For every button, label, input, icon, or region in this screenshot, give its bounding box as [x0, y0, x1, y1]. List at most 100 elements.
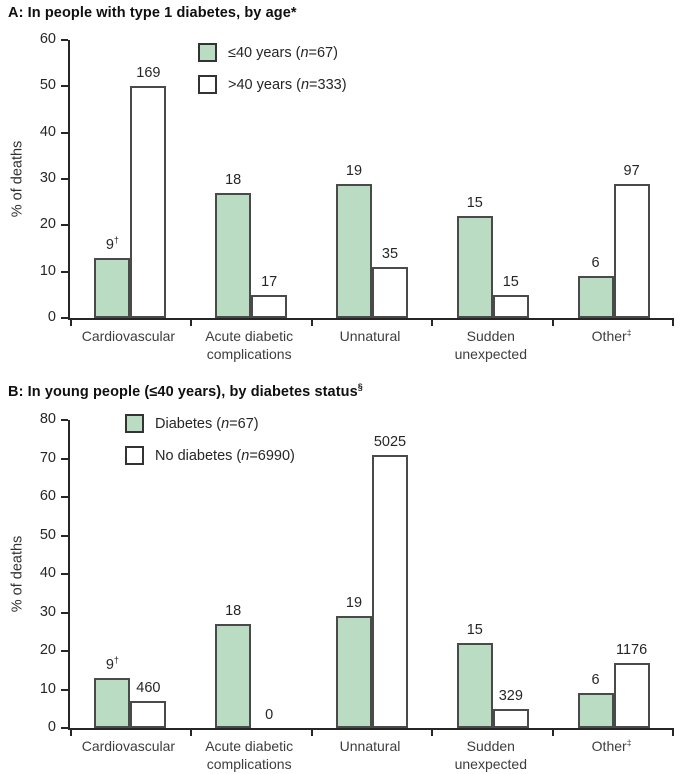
x-tick — [70, 320, 72, 326]
y-tick — [61, 39, 68, 41]
legend-label: Diabetes (n=67) — [155, 415, 259, 432]
bar — [130, 86, 167, 318]
bar — [492, 294, 529, 318]
bar — [577, 693, 614, 728]
x-tick — [431, 320, 434, 326]
bar-value-label: 97 — [623, 162, 640, 179]
bar-value-label: 15 — [466, 195, 483, 212]
y-tick — [61, 224, 68, 227]
y-tick-label: 50 — [39, 77, 56, 94]
legend-swatch — [125, 446, 144, 465]
legend-label: >40 years (n=333) — [228, 76, 347, 93]
y-tick-label: 0 — [47, 309, 56, 325]
bar — [94, 257, 131, 318]
legend-row: No diabetes (n=6990) — [125, 446, 295, 465]
bar-value-label: 6 — [591, 255, 600, 272]
y-tick — [61, 131, 68, 134]
y-tick-label: 20 — [39, 216, 56, 233]
bar-value-label: 15 — [502, 273, 519, 290]
y-tick-label: 10 — [39, 262, 56, 279]
y-tick-label: 10 — [39, 680, 56, 697]
y-tick-label: 60 — [39, 31, 56, 47]
y-tick-label: 40 — [39, 565, 56, 581]
y-tick-label: 30 — [39, 603, 56, 620]
bar — [336, 183, 372, 318]
y-tick — [61, 317, 68, 319]
y-tick — [61, 573, 68, 575]
legend-row: >40 years (n=333) — [198, 75, 347, 94]
y-tick — [61, 496, 68, 498]
bar-value-label: 5025 — [373, 433, 407, 450]
bar-value-label: 15 — [466, 622, 483, 639]
y-tick-label: 70 — [39, 449, 56, 466]
bar-value-label: 169 — [136, 65, 161, 82]
bar-value-label: 6 — [591, 672, 600, 689]
bar-value-label: 19 — [345, 595, 363, 612]
bar — [613, 662, 650, 728]
category-label: Acute diabetic complications — [205, 328, 294, 362]
y-tick — [61, 85, 68, 88]
legend: Diabetes (n=67) No diabetes (n=6990) — [125, 414, 295, 478]
bar — [215, 192, 252, 318]
y-tick — [61, 270, 68, 273]
category-label: Cardiovascular — [81, 738, 176, 754]
panel-a: A: In people with type 1 diabetes, by ag… — [0, 0, 680, 375]
y-tick — [61, 457, 68, 460]
bar — [613, 183, 650, 318]
x-tick — [310, 730, 313, 736]
x-tick — [70, 730, 72, 736]
category-label: Sudden unexpected — [454, 328, 527, 362]
x-tick — [672, 320, 674, 326]
bar-value-label: 18 — [225, 171, 242, 188]
panel-b-plot-area: 0 10 20 30 40 50 60 70 80 9† 460 18 0 19 5025 15 329 6 117… — [40, 411, 674, 736]
category-label: Unnatural — [339, 738, 401, 754]
legend-swatch — [198, 43, 217, 62]
panel-b: B: In young people (≤40 years), by diabe… — [0, 375, 680, 774]
bar — [215, 624, 252, 728]
bar — [577, 276, 614, 318]
category-label: Acute diabetic complications — [205, 738, 294, 772]
x-tick — [189, 730, 192, 736]
y-tick — [61, 419, 68, 421]
bar — [336, 616, 372, 728]
bar-value-label: 9† — [105, 655, 119, 673]
legend-label: No diabetes (n=6990) — [155, 447, 295, 464]
y-tick-label: 60 — [39, 488, 56, 504]
panel-a-plot-area: 0 10 20 30 40 50 60 9† 169 18 17 19 35 15 15 6 97 ≤40 yea… — [40, 31, 674, 326]
bar-value-label: 19 — [345, 162, 363, 179]
y-tick — [61, 611, 68, 614]
y-tick — [61, 178, 68, 180]
bar-value-label: 18 — [225, 603, 242, 620]
bar — [492, 708, 529, 728]
legend-label: ≤40 years (n=67) — [228, 44, 338, 61]
category-label: Cardiovascular — [81, 328, 176, 344]
category-label: Other‡ — [591, 737, 632, 754]
legend-swatch — [125, 414, 144, 433]
bar — [372, 267, 408, 318]
panel-a-title: A: In people with type 1 diabetes, by ag… — [8, 5, 297, 21]
category-label: Other‡ — [591, 327, 632, 344]
legend: ≤40 years (n=67) >40 years (n=333) — [198, 43, 347, 107]
y-tick-label: 40 — [39, 123, 56, 140]
bar — [456, 216, 493, 318]
y-tick-label: 80 — [39, 411, 56, 427]
y-tick-label: 50 — [39, 526, 56, 543]
bar-value-label: 1176 — [616, 641, 648, 658]
category-label: Sudden unexpected — [454, 738, 527, 772]
bar-value-label: 0 — [265, 707, 274, 723]
y-tick — [61, 650, 68, 652]
bar-value-label: 460 — [136, 680, 161, 697]
x-tick — [672, 730, 674, 736]
panel-b-title: B: In young people (≤40 years), by diabe… — [8, 382, 363, 400]
bar-value-label: 9† — [105, 234, 119, 253]
legend-row: ≤40 years (n=67) — [198, 43, 347, 62]
x-tick — [431, 730, 434, 736]
x-tick — [552, 320, 555, 326]
legend-swatch — [198, 75, 217, 94]
category-label: Unnatural — [339, 328, 401, 344]
x-tick — [552, 730, 555, 736]
bar — [456, 643, 493, 728]
y-tick — [61, 534, 68, 537]
bar — [130, 701, 167, 728]
